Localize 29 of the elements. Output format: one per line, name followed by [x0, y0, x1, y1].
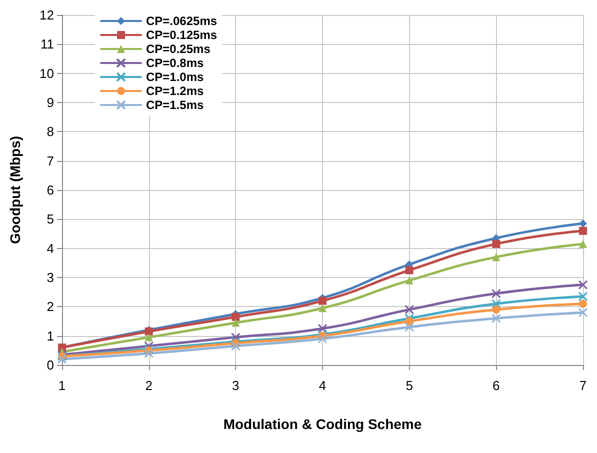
y-tick-label: 4 — [46, 240, 54, 256]
x-tick-label: 2 — [145, 378, 152, 393]
legend-label: CP=1.2ms — [146, 84, 204, 98]
y-axis-title: Goodput (Mbps) — [7, 136, 23, 244]
x-tick-label: 7 — [579, 378, 587, 393]
x-tick-label: 4 — [318, 378, 326, 393]
legend-label: CP=1.0ms — [146, 70, 204, 84]
y-tick-label: 8 — [46, 124, 54, 140]
legend-label: CP=1.5ms — [146, 98, 204, 112]
y-tick-label: 2 — [46, 299, 54, 314]
legend-label: CP=0.25ms — [146, 42, 211, 56]
y-tick-label: 9 — [46, 95, 54, 110]
legend-label: CP=0.125ms — [146, 28, 218, 42]
x-tick-label: 1 — [58, 378, 66, 393]
x-axis-title: Modulation & Coding Scheme — [223, 416, 422, 432]
y-tick-label: 12 — [40, 8, 54, 22]
y-tick-label: 0 — [46, 358, 54, 372]
y-tick-label: 11 — [40, 36, 54, 52]
y-tick-label: 7 — [46, 153, 54, 168]
y-tick-label: 6 — [46, 182, 54, 198]
y-tick-label: 10 — [40, 66, 54, 81]
y-tick-label: 5 — [46, 212, 54, 227]
y-tick-label: 1 — [46, 328, 54, 344]
x-tick-label: 5 — [406, 378, 413, 393]
legend-label: CP=.0625ms — [146, 14, 218, 28]
legend-label: CP=0.8ms — [146, 56, 204, 70]
y-tick-label: 3 — [46, 270, 54, 285]
x-tick-label: 3 — [232, 378, 240, 393]
x-tick-label: 6 — [492, 378, 500, 393]
